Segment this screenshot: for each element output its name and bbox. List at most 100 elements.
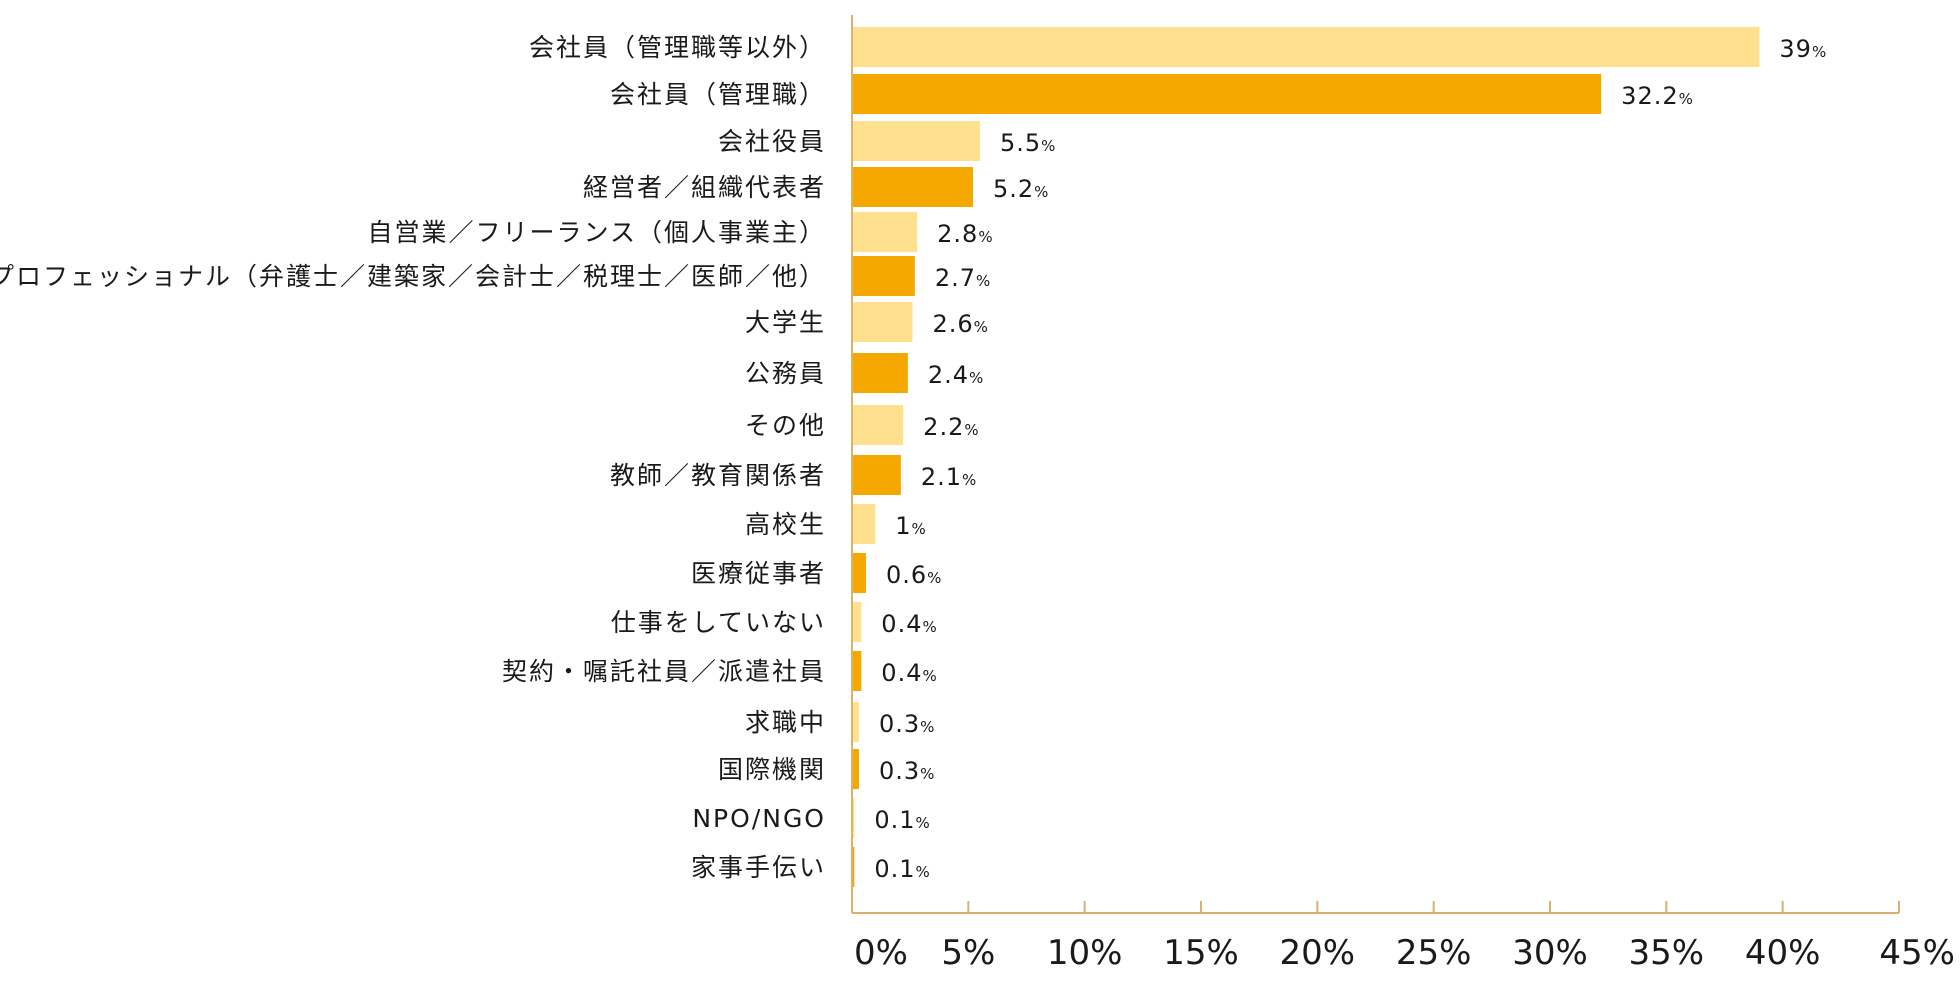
value-label-number: 0.3 (879, 710, 920, 738)
category-label-12: 仕事をしていない (611, 608, 826, 637)
bar-17 (852, 847, 855, 887)
category-label-0: 会社員（管理職等以外） (529, 33, 826, 62)
value-label-suffix: % (915, 863, 929, 881)
category-label-2: 会社役員 (718, 127, 826, 156)
bar-7 (852, 353, 908, 393)
value-label-8: 2.2% (923, 413, 978, 441)
category-label-4: 自営業／フリーランス（個人事業主） (367, 218, 826, 247)
category-labels: 会社員（管理職等以外） 会社員（管理職） 会社役員経営者／組織代表者自営業／フリーラ… (0, 33, 826, 882)
category-label-9: 教師／教育関係者 (610, 461, 826, 490)
value-label-number: 2.1 (921, 463, 962, 491)
value-label-suffix: % (927, 569, 941, 587)
value-label-suffix: % (1812, 43, 1826, 61)
value-label-suffix: % (920, 718, 934, 736)
value-label-number: 2.2 (923, 413, 964, 441)
value-label-suffix: % (964, 421, 978, 439)
bar-2 (852, 121, 980, 161)
value-label-0: 39% (1779, 35, 1826, 63)
value-label-number: 5.5 (1000, 129, 1041, 157)
x-tick-label-4: 20% (1280, 933, 1356, 973)
value-label-9: 2.1% (921, 463, 976, 491)
bar-0 (852, 27, 1760, 67)
value-label-number: 0.4 (881, 610, 922, 638)
category-label-5: プロフェッショナル（弁護士／建築家／会計士／税理士／医師／他） (0, 262, 826, 291)
bar-14 (852, 702, 859, 742)
value-label-number: 1 (895, 512, 911, 540)
category-label-13: 契約・嘱託社員／派遣社員 (502, 657, 826, 686)
value-label-6: 2.6% (932, 310, 987, 338)
value-label-14: 0.3% (879, 710, 934, 738)
value-label-4: 2.8% (937, 220, 992, 248)
value-label-1: 32.2% (1621, 82, 1693, 110)
value-label-suffix: % (920, 765, 934, 783)
value-labels: 39%32.2%5.5%5.2%2.8%2.7%2.6%2.4%2.2%2.1%… (874, 35, 1826, 883)
value-label-10: 1% (895, 512, 926, 540)
value-label-suffix: % (915, 814, 929, 832)
value-label-11: 0.6% (886, 561, 941, 589)
x-tick-label-1: 5% (941, 933, 995, 973)
bar-13 (852, 651, 862, 691)
value-label-number: 0.3 (879, 757, 920, 785)
x-tick-label-2: 10% (1047, 933, 1123, 973)
value-label-number: 32.2 (1621, 82, 1678, 110)
bar-1 (852, 74, 1602, 114)
value-label-suffix: % (912, 520, 926, 538)
bar-11 (852, 553, 866, 593)
category-label-3: 経営者／組織代表者 (583, 173, 826, 202)
value-label-suffix: % (974, 318, 988, 336)
x-axis: 0% 5% 10% 15% 20% 25% 30% 35% 40% 45% (851, 15, 1955, 973)
category-label-10: 高校生 (745, 510, 826, 539)
value-label-13: 0.4% (881, 659, 936, 687)
value-label-number: 2.7 (935, 264, 976, 292)
x-tick-label-3: 15% (1163, 933, 1239, 973)
value-label-suffix: % (962, 471, 976, 489)
category-label-1: 会社員（管理職） (610, 80, 826, 109)
value-label-7: 2.4% (928, 361, 983, 389)
bar-3 (852, 167, 973, 207)
bar-9 (852, 455, 901, 495)
x-tick-label-8: 40% (1745, 933, 1821, 973)
value-label-12: 0.4% (881, 610, 936, 638)
bar-6 (852, 302, 913, 342)
value-label-2: 5.5% (1000, 129, 1055, 157)
value-label-17: 0.1% (874, 855, 929, 883)
category-label-16: NPO/NGO (692, 804, 826, 833)
x-tick-label-9: 45% (1879, 933, 1955, 973)
value-label-suffix: % (1041, 137, 1055, 155)
category-label-11: 医療従事者 (691, 559, 826, 588)
value-label-suffix: % (976, 272, 990, 290)
value-label-suffix: % (922, 618, 936, 636)
bar-15 (852, 749, 859, 789)
x-tick-label-5: 25% (1396, 933, 1472, 973)
bar-12 (852, 602, 862, 642)
bar-16 (852, 798, 855, 838)
category-label-6: 大学生 (745, 308, 826, 337)
category-label-14: 求職中 (745, 708, 826, 737)
x-tick-label-6: 30% (1512, 933, 1588, 973)
category-label-8: その他 (745, 411, 826, 440)
value-label-number: 2.8 (937, 220, 978, 248)
value-label-number: 0.1 (874, 855, 915, 883)
value-label-number: 0.6 (886, 561, 927, 589)
value-label-number: 0.1 (874, 806, 915, 834)
value-label-suffix: % (978, 228, 992, 246)
x-tick-label-0: 0% (854, 933, 908, 973)
value-label-suffix: % (922, 667, 936, 685)
x-tick-label-7: 35% (1629, 933, 1705, 973)
value-label-number: 2.4 (928, 361, 969, 389)
bar-10 (852, 504, 876, 544)
value-label-5: 2.7% (935, 264, 990, 292)
category-label-15: 国際機関 (718, 755, 826, 784)
value-label-16: 0.1% (874, 806, 929, 834)
bar-5 (852, 256, 915, 296)
value-label-suffix: % (969, 369, 983, 387)
value-label-number: 2.6 (932, 310, 973, 338)
bars-layer (852, 27, 1760, 887)
value-label-number: 0.4 (881, 659, 922, 687)
bar-4 (852, 212, 918, 252)
value-label-suffix: % (1679, 90, 1693, 108)
category-label-7: 公務員 (745, 359, 826, 388)
bar-8 (852, 405, 904, 445)
